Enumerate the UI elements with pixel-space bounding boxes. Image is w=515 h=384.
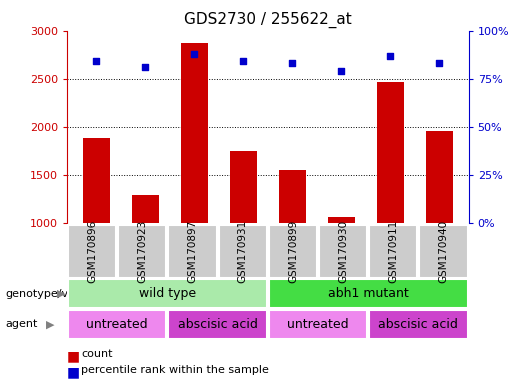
FancyBboxPatch shape [419, 225, 468, 278]
Text: count: count [81, 349, 113, 359]
FancyBboxPatch shape [168, 225, 216, 278]
Text: percentile rank within the sample: percentile rank within the sample [81, 365, 269, 375]
Text: ▶: ▶ [57, 289, 65, 299]
Text: untreated: untreated [287, 318, 349, 331]
FancyBboxPatch shape [369, 225, 417, 278]
Text: ■: ■ [67, 365, 80, 379]
FancyBboxPatch shape [68, 279, 267, 308]
FancyBboxPatch shape [118, 225, 166, 278]
FancyBboxPatch shape [269, 310, 367, 339]
FancyBboxPatch shape [269, 279, 468, 308]
Text: GSM170896: GSM170896 [87, 220, 97, 283]
Bar [377, 82, 404, 223]
Point [190, 51, 198, 57]
Bar [279, 170, 306, 223]
Point [92, 58, 100, 65]
FancyBboxPatch shape [369, 310, 468, 339]
FancyBboxPatch shape [68, 225, 116, 278]
Text: GSM170911: GSM170911 [388, 220, 398, 283]
Bar [83, 138, 110, 223]
FancyBboxPatch shape [269, 225, 317, 278]
Text: abscisic acid: abscisic acid [379, 318, 458, 331]
Text: GSM170897: GSM170897 [187, 220, 197, 283]
Bar [426, 131, 453, 223]
Text: GSM170899: GSM170899 [288, 220, 298, 283]
Text: GSM170923: GSM170923 [138, 220, 147, 283]
Bar [132, 195, 159, 223]
Point [239, 58, 247, 65]
Point [435, 60, 443, 66]
FancyBboxPatch shape [218, 225, 267, 278]
Text: genotype/variation: genotype/variation [5, 289, 111, 299]
Text: abscisic acid: abscisic acid [178, 318, 258, 331]
FancyBboxPatch shape [68, 310, 166, 339]
Text: wild type: wild type [139, 287, 196, 300]
Text: GSM170931: GSM170931 [238, 220, 248, 283]
Text: untreated: untreated [87, 318, 148, 331]
Text: ▶: ▶ [46, 319, 55, 329]
Bar [328, 217, 355, 223]
FancyBboxPatch shape [319, 225, 367, 278]
Point [337, 68, 346, 74]
Bar [230, 151, 257, 223]
Text: GSM170940: GSM170940 [439, 220, 449, 283]
Text: abh1 mutant: abh1 mutant [328, 287, 408, 300]
Point [386, 53, 394, 59]
FancyBboxPatch shape [168, 310, 267, 339]
Point [288, 60, 297, 66]
Text: GSM170930: GSM170930 [338, 220, 348, 283]
Text: agent: agent [5, 319, 38, 329]
Point [141, 64, 149, 70]
Bar [181, 43, 208, 223]
Title: GDS2730 / 255622_at: GDS2730 / 255622_at [184, 12, 352, 28]
Text: ■: ■ [67, 349, 80, 363]
